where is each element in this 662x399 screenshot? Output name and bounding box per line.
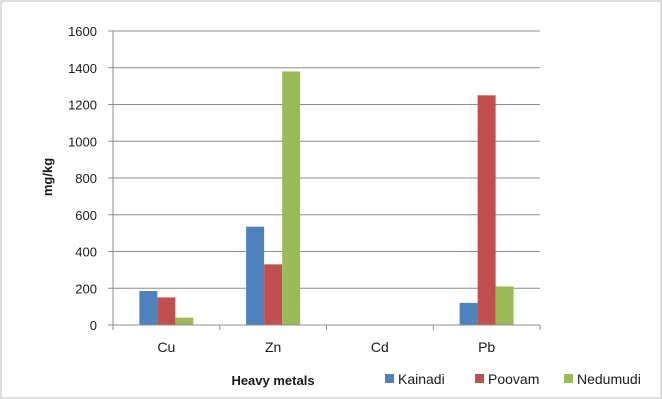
legend: Kainadi Poovam Nedumudi: [385, 371, 641, 387]
y-axis-title: mg/kg: [40, 158, 55, 196]
x-category-label: Cd: [371, 339, 389, 355]
bar-poovam-cu: [157, 297, 176, 325]
bar-kainadi-cu: [139, 291, 158, 325]
y-tick-label: 200: [75, 281, 97, 296]
legend-label: Kainadi: [398, 371, 445, 387]
y-tick-label: 800: [75, 171, 97, 186]
bar-nedumudi-zn: [282, 71, 301, 325]
legend-swatch: [564, 374, 573, 383]
x-category-labels: Cu Zn Cd Pb: [157, 339, 495, 355]
bar-poovam-pb: [477, 95, 496, 325]
bar-kainadi-pb: [459, 302, 478, 325]
legend-label: Nedumudi: [577, 371, 641, 387]
y-tick-label: 1600: [68, 24, 97, 39]
bar-kainadi-zn: [246, 226, 265, 325]
y-tick-label: 600: [75, 208, 97, 223]
legend-swatch: [385, 374, 394, 383]
y-tick-label: 0: [90, 318, 97, 333]
x-axis-title: Heavy metals: [231, 373, 314, 388]
y-tick-label: 1200: [68, 98, 97, 113]
axes: [108, 30, 541, 330]
y-tick-label: 1000: [68, 134, 97, 149]
legend-label: Poovam: [488, 371, 539, 387]
legend-swatch: [475, 374, 484, 383]
x-category-label: Zn: [265, 339, 281, 355]
bar-nedumudi-pb: [495, 286, 514, 325]
bars: [139, 71, 514, 325]
y-tick-label: 1400: [68, 61, 97, 76]
y-tick-labels: 0 200 400 600 800 1000 1200 1400 1600: [68, 24, 97, 333]
x-category-label: Cu: [157, 339, 175, 355]
x-category-label: Pb: [478, 339, 495, 355]
gridlines: [113, 30, 540, 289]
y-tick-label: 400: [75, 245, 97, 260]
bar-poovam-zn: [264, 264, 283, 325]
bar-nedumudi-cu: [175, 317, 194, 325]
